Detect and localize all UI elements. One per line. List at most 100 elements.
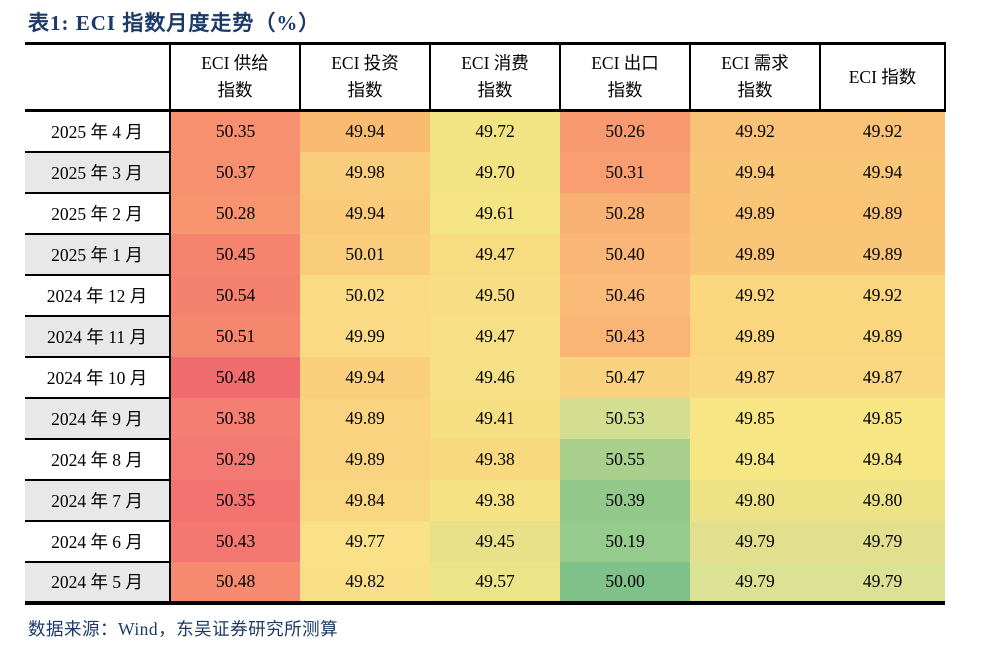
value-cell: 50.35 <box>170 479 300 521</box>
column-header: ECI 出口 指数 <box>559 43 691 112</box>
column-header-line: 指数 <box>347 80 383 100</box>
column-header: ECI 供给 指数 <box>169 43 301 112</box>
value-cell: 50.38 <box>170 397 300 439</box>
value-cell: 49.82 <box>300 561 430 603</box>
value-cell: 50.48 <box>170 356 300 398</box>
value-cell: 49.94 <box>300 110 430 152</box>
column-header-line: ECI 投资 <box>331 53 399 73</box>
value-cell: 49.89 <box>820 192 945 234</box>
table-row: 2024 年 9 月 50.38 49.89 49.41 50.53 49.85 49.85 <box>25 397 945 440</box>
value-cell: 49.79 <box>820 520 945 562</box>
table-row: 2025 年 2 月 50.28 49.94 49.61 50.28 49.89 49.89 <box>25 192 945 235</box>
value-cell: 49.94 <box>300 356 430 398</box>
column-header-line: ECI 消费 <box>461 53 529 73</box>
value-cell: 50.48 <box>170 561 300 603</box>
value-cell: 49.99 <box>300 315 430 357</box>
value-cell: 50.28 <box>170 192 300 234</box>
value-cell: 50.00 <box>560 561 690 603</box>
value-cell: 49.84 <box>690 438 820 480</box>
column-header-line: 指数 <box>477 80 513 100</box>
column-header-line: ECI 需求 <box>721 53 789 73</box>
value-cell: 50.51 <box>170 315 300 357</box>
value-cell: 49.79 <box>690 561 820 603</box>
table-row: 2025 年 3 月 50.37 49.98 49.70 50.31 49.94 49.94 <box>25 151 945 194</box>
table-row: 2024 年 7 月 50.35 49.84 49.38 50.39 49.80 49.80 <box>25 479 945 522</box>
column-header: ECI 需求 指数 <box>689 43 821 112</box>
table-header: ECI 供给 指数 ECI 投资 指数 ECI 消费 指数 ECI 出口 指数 ECI 需求 指数… <box>25 43 946 112</box>
table-row: 2024 年 6 月 50.43 49.77 49.45 50.19 49.79 49.79 <box>25 520 945 563</box>
table-row: 2024 年 5 月 50.48 49.82 49.57 50.00 49.79 49.79 <box>25 561 945 604</box>
value-cell: 49.72 <box>430 110 560 152</box>
row-label: 2024 年 10 月 <box>25 356 171 399</box>
value-cell: 50.01 <box>300 233 430 275</box>
row-label: 2024 年 6 月 <box>25 520 171 563</box>
value-cell: 49.94 <box>300 192 430 234</box>
value-cell: 50.43 <box>170 520 300 562</box>
value-cell: 50.31 <box>560 151 690 193</box>
row-label: 2024 年 9 月 <box>25 397 171 440</box>
table-title: 表1: ECI 指数月度走势（%） <box>28 11 321 35</box>
value-cell: 49.87 <box>690 356 820 398</box>
table-row: 2025 年 1 月 50.45 50.01 49.47 50.40 49.89 49.89 <box>25 233 945 276</box>
value-cell: 49.46 <box>430 356 560 398</box>
value-cell: 50.55 <box>560 438 690 480</box>
row-label: 2025 年 2 月 <box>25 192 171 235</box>
value-cell: 49.89 <box>690 233 820 275</box>
value-cell: 49.61 <box>430 192 560 234</box>
value-cell: 49.47 <box>430 233 560 275</box>
column-header-line: ECI 供给 <box>201 53 269 73</box>
value-cell: 49.70 <box>430 151 560 193</box>
value-cell: 50.40 <box>560 233 690 275</box>
value-cell: 49.85 <box>690 397 820 439</box>
value-cell: 49.89 <box>690 192 820 234</box>
row-label: 2024 年 5 月 <box>25 561 171 604</box>
value-cell: 49.85 <box>820 397 945 439</box>
value-cell: 49.57 <box>430 561 560 603</box>
value-cell: 49.87 <box>820 356 945 398</box>
row-label: 2024 年 11 月 <box>25 315 171 358</box>
table-row: 2025 年 4 月 50.35 49.94 49.72 50.26 49.92 49.92 <box>25 110 945 153</box>
value-cell: 49.92 <box>690 274 820 316</box>
value-cell: 50.35 <box>170 110 300 152</box>
value-cell: 49.94 <box>820 151 945 193</box>
value-cell: 50.29 <box>170 438 300 480</box>
row-label: 2024 年 7 月 <box>25 479 171 522</box>
value-cell: 50.54 <box>170 274 300 316</box>
value-cell: 50.53 <box>560 397 690 439</box>
column-header-line: 指数 <box>217 80 253 100</box>
value-cell: 49.92 <box>820 274 945 316</box>
value-cell: 49.79 <box>820 561 945 603</box>
table-row: 2024 年 11 月 50.51 49.99 49.47 50.43 49.89 49.8… <box>25 315 945 358</box>
column-header-line: 指数 <box>607 80 643 100</box>
value-cell: 49.80 <box>820 479 945 521</box>
table-row: 2024 年 8 月 50.29 49.89 49.38 50.55 49.84 49.84 <box>25 438 945 481</box>
value-cell: 49.89 <box>300 438 430 480</box>
value-cell: 50.45 <box>170 233 300 275</box>
value-cell: 49.89 <box>300 397 430 439</box>
value-cell: 49.38 <box>430 438 560 480</box>
value-cell: 49.50 <box>430 274 560 316</box>
value-cell: 49.92 <box>690 110 820 152</box>
column-header-line: ECI 指数 <box>848 66 917 87</box>
value-cell: 50.39 <box>560 479 690 521</box>
value-cell: 49.84 <box>300 479 430 521</box>
value-cell: 49.47 <box>430 315 560 357</box>
table-row: 2024 年 12 月 50.54 50.02 49.50 50.46 49.92 49.9… <box>25 274 945 317</box>
value-cell: 50.43 <box>560 315 690 357</box>
value-cell: 50.47 <box>560 356 690 398</box>
value-cell: 50.26 <box>560 110 690 152</box>
value-cell: 50.46 <box>560 274 690 316</box>
value-cell: 49.41 <box>430 397 560 439</box>
value-cell: 49.94 <box>690 151 820 193</box>
value-cell: 50.37 <box>170 151 300 193</box>
value-cell: 50.19 <box>560 520 690 562</box>
value-cell: 49.77 <box>300 520 430 562</box>
header-row: ECI 供给 指数 ECI 投资 指数 ECI 消费 指数 ECI 出口 指数 ECI 需求 指数… <box>25 43 946 112</box>
row-label: 2025 年 1 月 <box>25 233 171 276</box>
column-header-line: 指数 <box>737 80 773 100</box>
eci-monthly-table: ECI 供给 指数 ECI 投资 指数 ECI 消费 指数 ECI 出口 指数 ECI 需求 指数… <box>25 42 946 605</box>
row-label: 2024 年 8 月 <box>25 438 171 481</box>
column-header: ECI 指数 <box>819 43 946 112</box>
value-cell: 49.84 <box>820 438 945 480</box>
